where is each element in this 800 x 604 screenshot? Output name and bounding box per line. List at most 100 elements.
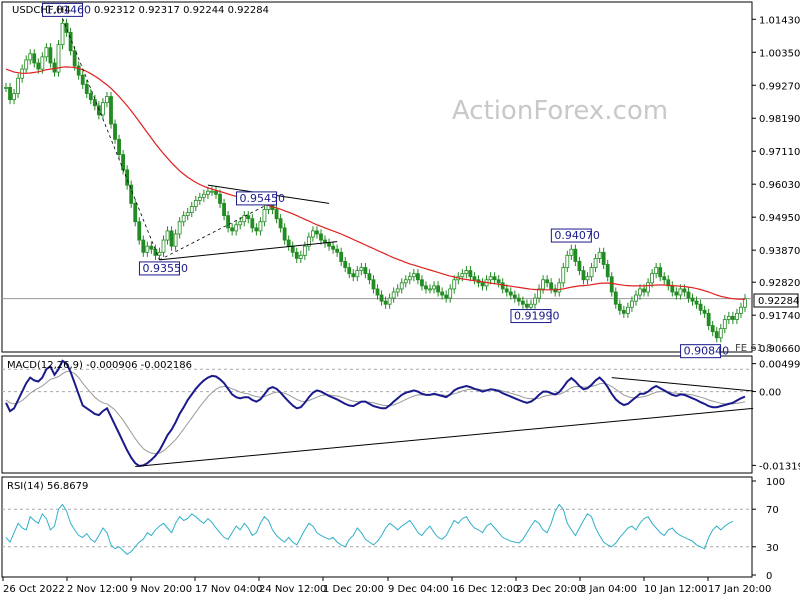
x-tick-label: 26 Oct 2022: [3, 584, 65, 595]
candle-body: [193, 199, 198, 207]
axis-layer: 1.01430 1.00350 0.99270 0.98190 0.97110 0.960…: [2, 15, 800, 595]
candle-body: [638, 288, 642, 296]
candle-body: [516, 297, 521, 302]
rsi-y-tick-label: 100: [766, 477, 785, 488]
candle-body: [327, 242, 331, 247]
candle-body: [557, 282, 562, 293]
candle-body: [500, 282, 505, 290]
price-layer: 1.01460 0.93550 0.95450 0.94070 0.91990 0.908…: [2, 2, 752, 359]
price-y-tick-label: 0.94950: [759, 213, 800, 224]
candle-body: [662, 276, 667, 281]
price-y-tick-label: 0.98190: [759, 114, 800, 125]
price-y-tick-label: 0.93870: [759, 246, 800, 257]
candle-body: [468, 270, 473, 278]
fe-label: FE 61.8: [735, 343, 773, 354]
candle-body: [298, 254, 303, 259]
candle-body: [84, 83, 89, 94]
x-tick-label: 17 Jan 20:00: [708, 584, 771, 595]
candle-body: [452, 279, 457, 290]
candle-body: [351, 273, 356, 278]
candle-body: [440, 291, 445, 296]
candle-body: [492, 276, 497, 281]
candle-body: [371, 279, 376, 290]
candle-body: [315, 230, 319, 235]
candle-body: [331, 245, 335, 250]
candle-body: [407, 276, 412, 281]
candle-body: [520, 300, 525, 305]
price-y-tick-label: 0.92820: [759, 278, 800, 289]
price-panel-frame: [1, 1, 753, 353]
candle-body: [302, 245, 307, 256]
macd-panel-frame: [1, 355, 753, 474]
candle-body: [311, 230, 315, 238]
ohlc-label: 0.92312 0.92317 0.92244 0.92284: [94, 5, 269, 16]
candle-body: [436, 285, 440, 293]
candle-body: [601, 251, 606, 265]
price-trendline-lower: [159, 241, 338, 261]
candle-body: [56, 44, 61, 73]
candle-body: [537, 288, 541, 299]
candle-body: [367, 273, 372, 281]
candle-body: [141, 239, 146, 253]
candle-body: [625, 306, 630, 314]
candle-body: [165, 230, 170, 241]
candle-body: [258, 221, 263, 232]
x-tick-label: 1 Dec 20:00: [323, 584, 384, 595]
candle-body: [549, 282, 554, 290]
candle-body: [218, 193, 222, 204]
candle-body: [504, 288, 509, 293]
candle-body: [416, 273, 420, 281]
candle-body: [286, 239, 291, 247]
candle-body: [32, 53, 37, 64]
candle-body: [686, 291, 691, 299]
rsi-y-tick-label: 30: [766, 543, 779, 554]
candle-body: [391, 291, 396, 299]
candle-body: [460, 273, 465, 278]
rsi-panel-frame: [1, 476, 753, 578]
x-tick-label: 16 Dec 12:00: [452, 584, 519, 595]
candle-body: [137, 221, 142, 241]
candle-body: [290, 245, 295, 253]
candle-body: [117, 138, 121, 155]
candle-body: [690, 297, 695, 302]
candle-body: [609, 276, 614, 293]
candle-body: [64, 22, 69, 33]
candle-body: [12, 93, 16, 101]
price-y-tick-label: 0.97110: [759, 147, 800, 158]
candle-body: [343, 261, 348, 268]
candle-body: [654, 267, 659, 275]
candle-body: [411, 273, 416, 278]
candle-body: [113, 123, 117, 140]
candle-body: [432, 285, 436, 290]
candle-body: [24, 59, 29, 70]
candle-body: [161, 239, 166, 253]
rsi-layer: [2, 503, 752, 555]
candle-body: [189, 206, 194, 213]
candle-body: [533, 297, 537, 305]
candle-body: [674, 291, 679, 296]
candle-body: [254, 227, 259, 232]
candle-body: [658, 267, 663, 278]
candle-body: [698, 303, 703, 311]
candle-body: [347, 267, 352, 275]
candle-body: [157, 251, 162, 256]
candle-body: [72, 50, 77, 67]
candle-body: [444, 294, 449, 299]
candle-body: [48, 47, 53, 64]
candle-body: [230, 227, 235, 232]
candle-body: [210, 190, 214, 193]
candle-body: [694, 300, 699, 305]
moving-average-line: [5, 66, 745, 300]
candle-body: [355, 270, 360, 278]
candle-body: [428, 288, 432, 291]
candle-body: [359, 267, 364, 272]
annotation-label: 0.90840: [684, 345, 730, 358]
price-y-tick-label: 1.01430: [759, 15, 800, 26]
macd-trendline-lower: [135, 407, 754, 468]
price-y-tick-label: 0.91740: [759, 311, 800, 322]
candle-body: [739, 306, 743, 314]
candle-body: [278, 218, 283, 229]
candle-body: [76, 65, 81, 76]
macd-signal-line: [5, 370, 746, 455]
candle-body: [96, 105, 101, 116]
